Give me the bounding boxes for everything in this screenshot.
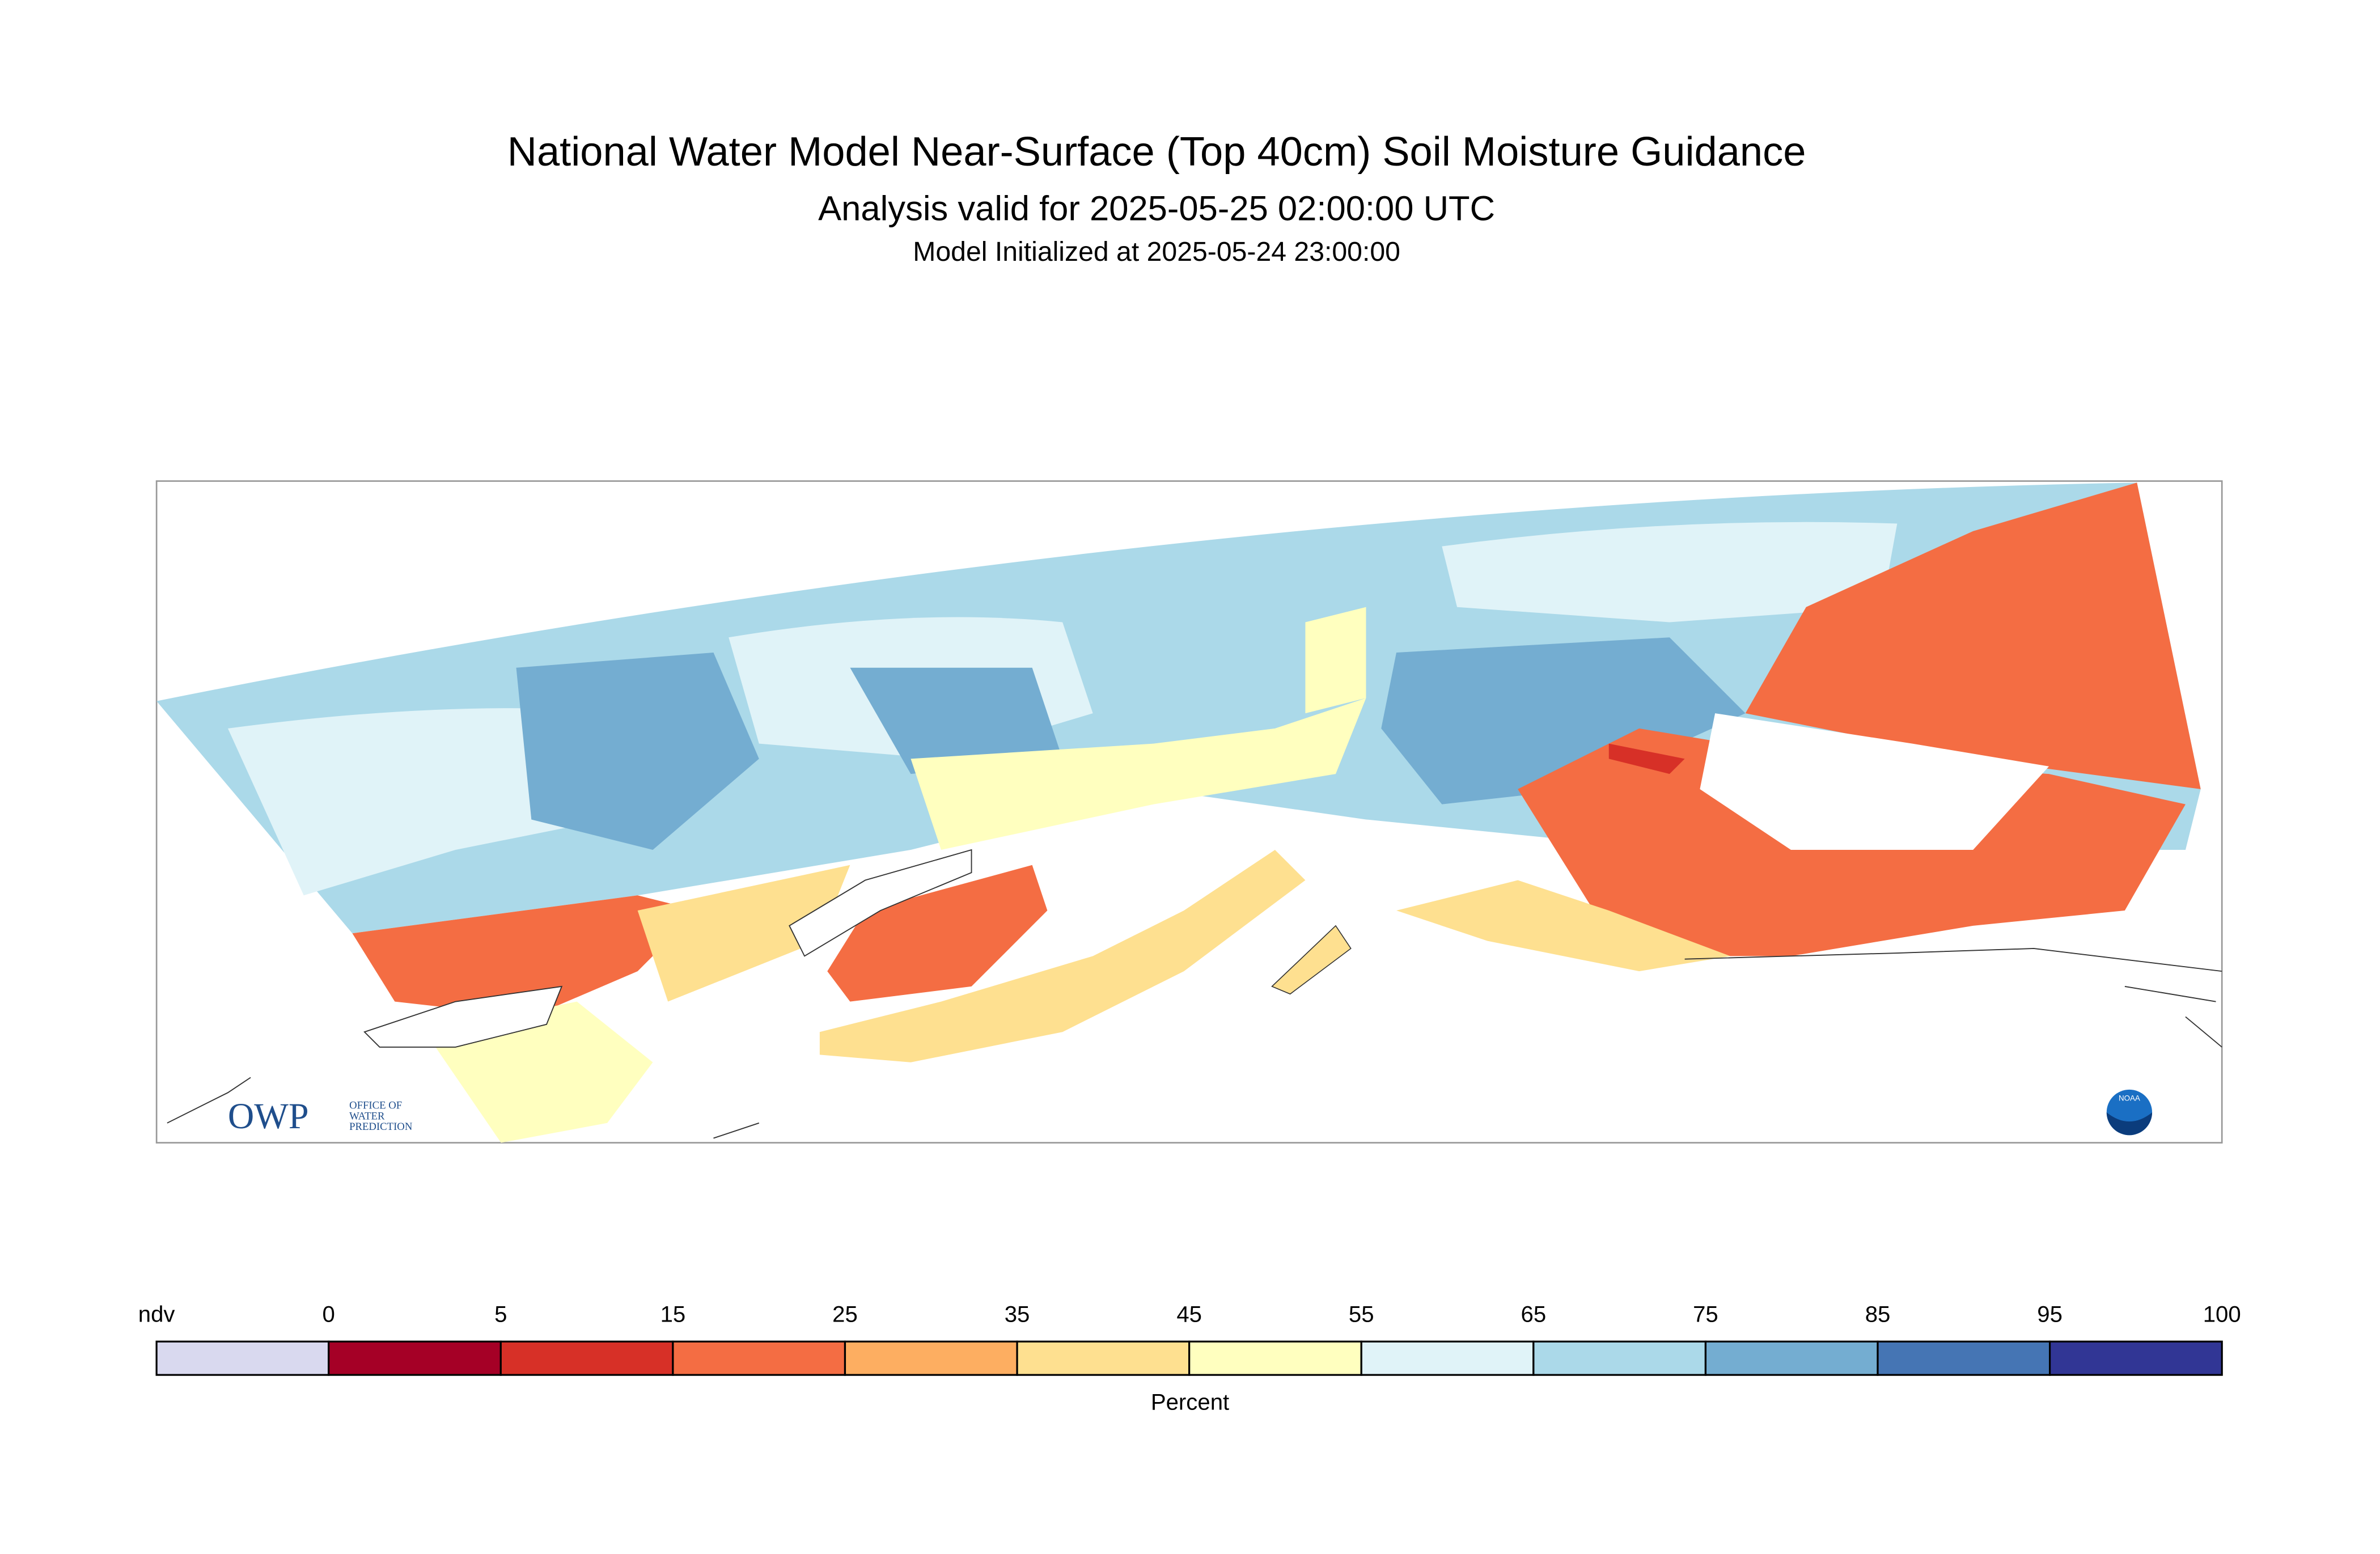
legend-label: 95 bbox=[2037, 1301, 2063, 1327]
coast bbox=[363, 985, 563, 1048]
map: OWP OFFICE OF WATER PREDICTION NOAA bbox=[155, 480, 2223, 1144]
region bbox=[1396, 880, 1730, 972]
legend-label: 85 bbox=[1865, 1301, 1891, 1327]
owp-logo: OWP bbox=[228, 1096, 309, 1136]
legend-label: ndv bbox=[138, 1301, 175, 1327]
region bbox=[1381, 637, 1746, 804]
coast bbox=[789, 849, 972, 957]
region bbox=[1305, 607, 1366, 714]
title: National Water Model Near-Surface (Top 4… bbox=[507, 129, 1806, 175]
legend-swatch bbox=[672, 1340, 846, 1376]
legend-label: 25 bbox=[832, 1301, 858, 1327]
legend-label: 5 bbox=[494, 1301, 507, 1327]
init-time: Model Initialized at 2025-05-24 23:00:00 bbox=[913, 236, 1400, 267]
legend-label: 15 bbox=[660, 1301, 686, 1327]
legend-label: 65 bbox=[1521, 1301, 1547, 1327]
legend: ndv 0 5 15 25 35 45 55 65 75 85 95 100 bbox=[138, 1301, 2241, 1376]
owp-text: WATER bbox=[349, 1110, 385, 1122]
coast bbox=[167, 1077, 760, 1139]
legend-swatch bbox=[1016, 1340, 1191, 1376]
region bbox=[352, 895, 698, 1017]
legend-label: 35 bbox=[1005, 1301, 1030, 1327]
noaa-logo-wave bbox=[2106, 1112, 2153, 1136]
region bbox=[819, 849, 1306, 1062]
legend-swatch bbox=[844, 1340, 1018, 1376]
noaa-text: NOAA bbox=[2119, 1094, 2140, 1103]
legend-swatch bbox=[1188, 1340, 1362, 1376]
owp-text: PREDICTION bbox=[349, 1121, 413, 1133]
legend-label: 100 bbox=[2203, 1301, 2241, 1327]
legend-swatch bbox=[2049, 1340, 2223, 1376]
legend-swatch bbox=[499, 1340, 674, 1376]
region bbox=[1442, 522, 1898, 623]
legend-swatch bbox=[1704, 1340, 1879, 1376]
legend-swatch bbox=[155, 1340, 330, 1376]
owp-text: OFFICE OF bbox=[349, 1100, 402, 1112]
region bbox=[637, 865, 850, 1002]
region bbox=[911, 698, 1366, 850]
region bbox=[516, 653, 759, 850]
coast bbox=[1271, 925, 1352, 995]
region bbox=[827, 865, 1048, 1002]
region bbox=[1745, 482, 2201, 789]
region bbox=[1700, 713, 2049, 850]
coast bbox=[1684, 948, 2222, 1048]
legend-swatch bbox=[1877, 1340, 2051, 1376]
legend-axis-label: Percent bbox=[1151, 1390, 1229, 1415]
legend-swatch bbox=[1532, 1340, 1707, 1376]
legend-label: 75 bbox=[1693, 1301, 1718, 1327]
legend-swatch bbox=[328, 1340, 502, 1376]
legend-label: 0 bbox=[323, 1301, 335, 1327]
legend-label: 45 bbox=[1176, 1301, 1202, 1327]
region bbox=[850, 667, 1063, 774]
subtitle: Analysis valid for 2025-05-25 02:00:00 U… bbox=[818, 189, 1495, 228]
legend-label: 55 bbox=[1349, 1301, 1374, 1327]
legend-swatch bbox=[1360, 1340, 1535, 1376]
region bbox=[1608, 743, 1685, 774]
